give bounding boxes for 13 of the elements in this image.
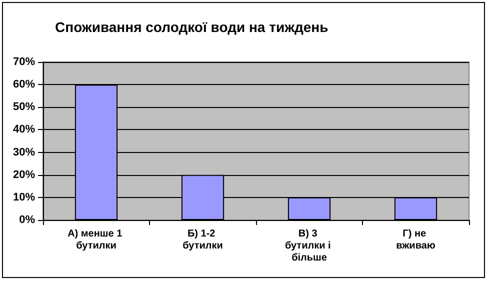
y-tick-label: 20% (12, 168, 36, 181)
y-tick-label: 50% (12, 101, 36, 114)
y-tick-label: 60% (12, 78, 36, 91)
y-tick-label: 0% (19, 214, 36, 226)
x-tick-label: Б) 1-2 бутилки (182, 228, 223, 252)
chart-title: Споживання солодкої води на тиждень (55, 19, 329, 35)
y-tick-label: 40% (12, 124, 36, 136)
y-tick-label: 30% (12, 146, 36, 158)
x-tick-label: В) 3 бутилки і більше (284, 228, 334, 264)
x-tick-label: А) менше 1 бутилки (68, 228, 125, 252)
y-tick-label: 70% (12, 56, 36, 68)
y-tick-label: 10% (12, 191, 36, 204)
x-tick-label: Г) не вживаю (396, 228, 436, 252)
